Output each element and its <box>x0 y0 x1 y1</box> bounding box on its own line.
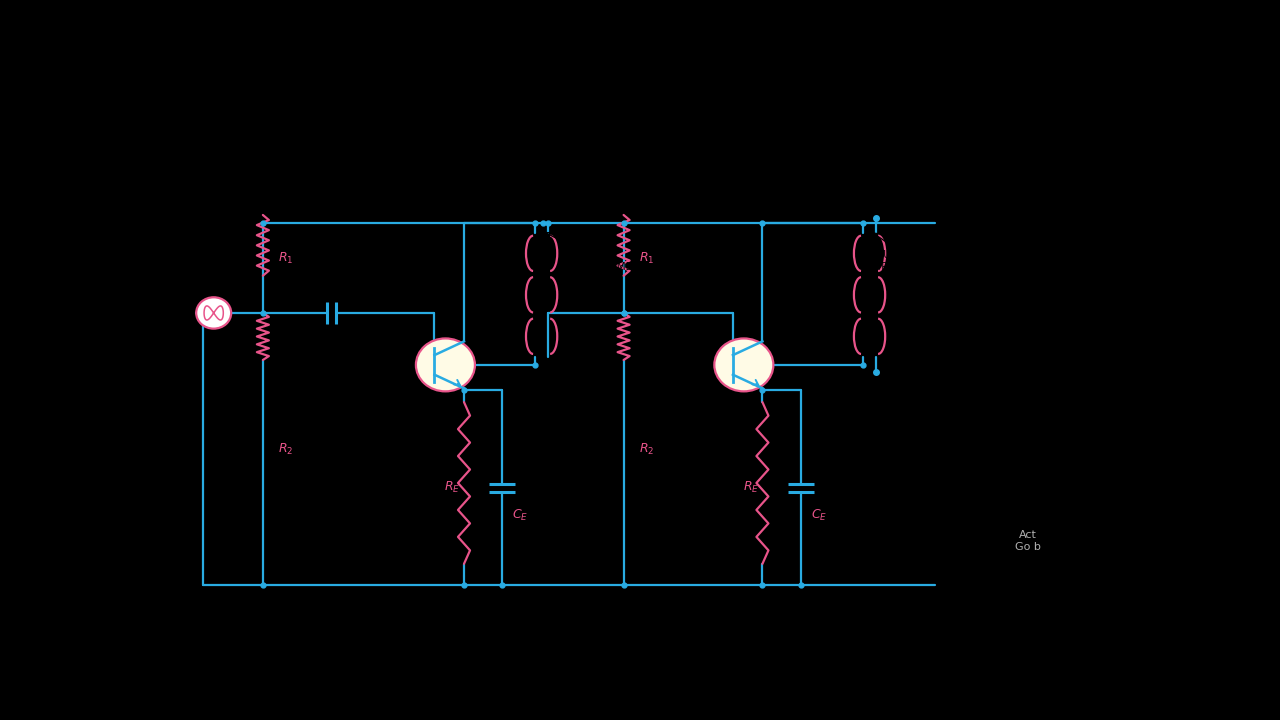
Text: Fig. – Transformer Coupled amplifier: Fig. – Transformer Coupled amplifier <box>470 650 810 668</box>
Circle shape <box>714 338 773 392</box>
Text: Act
Go b: Act Go b <box>1015 531 1041 552</box>
Text: OUTPUT: OUTPUT <box>891 284 946 297</box>
Text: COUPLING
TRANSFORMER: COUPLING TRANSFORMER <box>545 233 640 272</box>
Text: OUTPUT
TRANSFORMER: OUTPUT TRANSFORMER <box>873 233 954 272</box>
Text: $R_2$: $R_2$ <box>639 441 654 456</box>
Text: $R_E$: $R_E$ <box>742 480 759 495</box>
Text: SIGNAL: SIGNAL <box>143 308 189 318</box>
Text: $C_E$: $C_E$ <box>810 508 827 523</box>
Text: $+\,V_{CC}$: $+\,V_{CC}$ <box>513 195 548 210</box>
Text: $R_2$: $R_2$ <box>278 441 293 456</box>
Text: $R_E$: $R_E$ <box>444 480 461 495</box>
Circle shape <box>416 338 475 392</box>
Text: TRANSFORMER COUPLED: TRANSFORMER COUPLED <box>413 56 867 87</box>
Text: $R_1$: $R_1$ <box>639 251 654 266</box>
Text: AMPLIFIER: AMPLIFIER <box>544 103 736 134</box>
Circle shape <box>196 297 232 328</box>
Text: $C_E$: $C_E$ <box>512 508 529 523</box>
Text: P: P <box>513 279 520 292</box>
Text: S: S <box>563 279 571 292</box>
Text: $R_1$: $R_1$ <box>278 251 293 266</box>
